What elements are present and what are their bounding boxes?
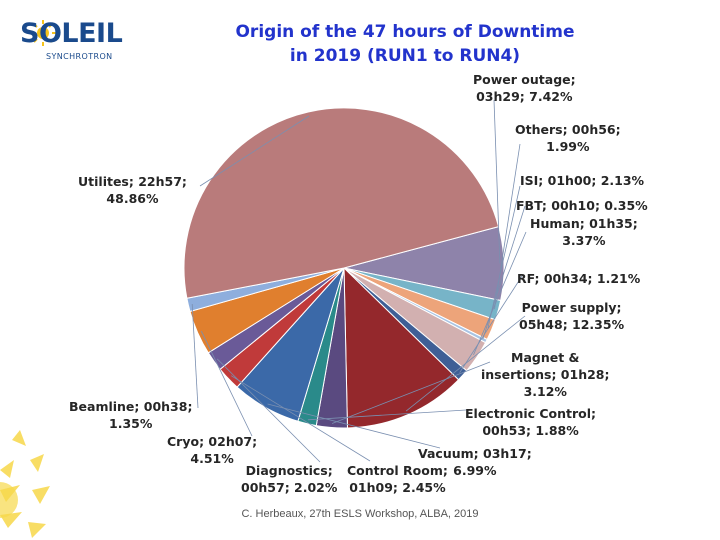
slice-label-line: FBT; 00h10; 0.35% [516, 198, 648, 213]
leader-line [405, 315, 526, 412]
slice-label-rf: RF; 00h34; 1.21% [517, 270, 640, 287]
slice-label-line: 01h09; 2.45% [349, 480, 446, 495]
slice-label-line: Vacuum; 03h17; [418, 446, 532, 461]
slice-label-line: Power supply; [521, 300, 622, 315]
slice-label-line: Control Room; [347, 463, 448, 478]
decorative-sun-icon [0, 430, 50, 538]
slice-label-line: Cryo; 02h07; [167, 434, 258, 449]
chart-title-line-1: Origin of the 47 hours of Downtime [235, 22, 575, 42]
slice-label-line: Human; 01h35; [530, 216, 638, 231]
pie-slice-power-supply [343, 266, 460, 429]
leader-line [487, 185, 521, 329]
slice-label-cryo: Cryo; 02h07; 4.51% [167, 433, 257, 467]
leader-lines [191, 99, 527, 463]
slice-label-line: Magnet & [511, 350, 580, 365]
chart-title-line-2: in 2019 (RUN1 to RUN4) [289, 46, 521, 66]
slice-label-utilites: Utilites; 22h57; 48.86% [78, 173, 187, 207]
slice-label-line: Electronic Control; [465, 406, 597, 421]
leader-line [230, 375, 371, 462]
leader-line [493, 99, 501, 264]
slice-label-line: insertions; 01h28; [481, 367, 610, 382]
slice-label-line: 48.86% [106, 191, 159, 206]
logo-text: SOLEIL [20, 18, 123, 49]
slice-label-vacuum: Vacuum; 03h17; 6.99% [418, 445, 532, 479]
slice-label-line: 6.99% [453, 463, 497, 478]
leader-line [200, 330, 253, 437]
leader-line [307, 409, 467, 421]
leader-line [331, 361, 491, 424]
slice-label-line: 3.37% [562, 233, 606, 248]
leader-line [191, 303, 199, 409]
slice-label-line: 3.12% [523, 384, 567, 399]
slice-label-line: 05h48; 12.35% [519, 317, 625, 332]
slice-label-line: Beamline; 00h38; [69, 399, 193, 414]
slice-label-line: 4.51% [190, 451, 234, 466]
slice-label-isi: ISI; 01h00; 2.13% [520, 172, 644, 189]
chart-title: Origin of the 47 hours of Downtime in 20… [150, 20, 660, 68]
slice-label-fbt: FBT; 00h10; 0.35% [516, 197, 648, 214]
pie-slice-utilites [183, 107, 500, 299]
slice-label-beamline: Beamline; 00h38; 1.35% [69, 398, 192, 432]
slice-label-line: Others; 00h56; [515, 122, 621, 137]
slice-label-line: ISI; 01h00; 2.13% [520, 173, 645, 188]
slice-label-power-supply: Power supply; 05h48; 12.35% [519, 299, 624, 333]
slice-label-others: Others; 00h56; 1.99% [515, 121, 621, 155]
slice-label-line: 00h53; 1.88% [482, 423, 579, 438]
slice-label-line: 03h29; 7.42% [476, 89, 573, 104]
slice-label-diagnostics: Diagnostics; 00h57; 2.02% [241, 462, 337, 496]
slice-label-line: 00h57; 2.02% [241, 480, 338, 495]
slice-label-control-room: Control Room; 01h09; 2.45% [347, 462, 448, 496]
slice-label-line: RF; 00h34; 1.21% [517, 271, 641, 286]
logo-subtext: SYNCHROTRON [46, 52, 113, 61]
slice-label-line: Utilites; 22h57; [78, 174, 187, 189]
leader-line [473, 231, 527, 356]
slice-label-line: 1.35% [109, 416, 153, 431]
leader-line [459, 275, 523, 373]
footer-credit: C. Herbeaux, 27th ESLS Workshop, ALBA, 2… [241, 508, 479, 520]
slice-label-electronic-control: Electronic Control; 00h53; 1.88% [465, 405, 596, 439]
leader-line [216, 358, 321, 463]
slice-label-magnet-insertions: Magnet & insertions; 01h28; 3.12% [481, 349, 610, 400]
slice-label-line: 1.99% [546, 139, 590, 154]
slice-label-human: Human; 01h35; 3.37% [530, 215, 638, 249]
slice-label-power-outage: Power outage; 03h29; 7.42% [473, 71, 576, 105]
slice-label-line: Power outage; [473, 72, 576, 87]
sun-icon [30, 20, 56, 46]
slice-label-line: Diagnostics; [245, 463, 333, 478]
soleil-logo: SOLEIL SYNCHROTRON [20, 18, 124, 68]
leader-line [267, 403, 441, 449]
pie-slices [183, 107, 505, 429]
leader-line [199, 115, 310, 187]
